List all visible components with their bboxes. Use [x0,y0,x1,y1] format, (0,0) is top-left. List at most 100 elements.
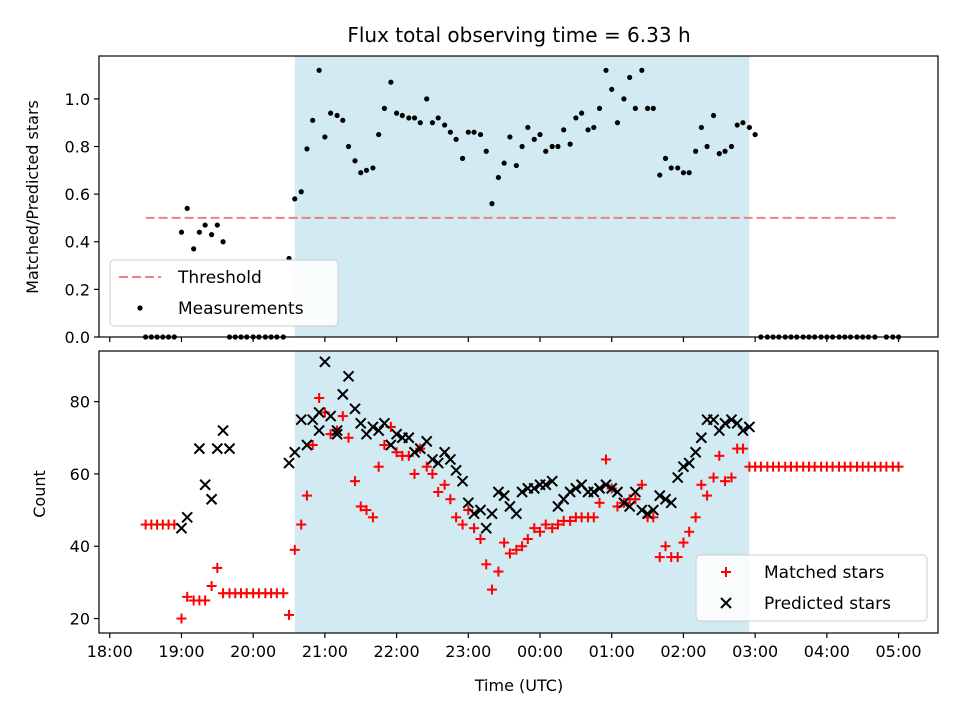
data-point [684,526,695,537]
data-point [564,486,576,498]
data-point [316,67,322,73]
data-point [537,131,543,138]
data-point [675,165,681,171]
data-point [214,222,220,228]
data-point [591,124,597,131]
data-point [693,148,699,154]
data-point [893,461,904,472]
x-axis-label: Time (UTC) [474,676,563,695]
data-point [307,440,318,450]
data-point [421,435,433,448]
data-point [603,67,609,73]
legend: Threshold Measurements [109,259,339,327]
legend-label: Predicted stars [764,594,891,614]
data-point [493,566,504,577]
data-point [483,148,489,154]
data-point [546,475,558,487]
y-tick-label: 20 [70,610,90,629]
data-point [683,457,695,469]
data-point [704,143,710,150]
data-point [205,493,218,505]
data-point [373,461,384,472]
data-point [283,457,295,469]
data-point [208,232,215,238]
data-point [516,486,528,498]
data-point [552,519,563,530]
data-point [528,482,540,495]
legend-box [109,259,339,327]
data-point [220,239,226,245]
y-tick-label: 0.6 [65,185,90,204]
data-point [535,526,546,537]
data-point [442,122,448,128]
data-point [623,500,636,513]
axes-frame [98,350,939,634]
legend-label: Matched stars [764,563,884,583]
data-point [593,482,606,495]
data-point [427,468,438,479]
data-point [403,432,415,444]
data-point [713,424,725,437]
data-point [340,117,346,123]
x-tick-label: 02:00 [660,642,706,661]
x-tick-label: 22:00 [374,642,420,661]
data-point [501,160,507,166]
data-point [289,446,301,458]
y-tick-label: 1.0 [65,90,90,109]
data-point [292,196,298,202]
data-point [510,507,523,520]
axes-frame [98,55,939,338]
data-point [480,522,492,534]
y-tick-label: 80 [70,393,90,412]
x-tick-label: 18:00 [87,642,133,661]
data-point [465,129,471,135]
data-point [579,110,585,116]
data-point [399,112,405,119]
data-point [406,115,412,121]
data-point [363,167,370,173]
data-point [639,67,645,73]
data-point [322,134,328,140]
data-point [707,413,720,426]
data-point [540,479,552,491]
data-point [350,476,361,487]
data-point [477,131,484,138]
data-point [585,127,591,133]
data-point [513,162,519,169]
data-point [426,453,439,466]
data-point [310,117,316,123]
data-point [289,544,300,555]
data-point [462,497,475,509]
data-point [370,165,376,171]
data-point [388,79,394,85]
x-tick-label: 00:00 [517,642,563,661]
data-point [432,457,444,469]
data-point [665,497,677,509]
data-point [475,534,486,544]
data-point [531,136,537,142]
data-point [678,537,689,548]
data-point [393,110,400,116]
data-point [337,388,349,401]
data-point [324,410,337,422]
data-point [498,489,510,502]
data-point [606,482,618,495]
data-point [175,522,188,534]
data-point [298,189,304,195]
legend-label: Threshold [177,268,262,288]
y-tick-label: 0.4 [65,233,90,252]
data-point [600,479,612,491]
data-point [379,440,390,450]
data-point [447,129,453,135]
data-point [644,105,651,111]
data-point [657,172,663,178]
data-point [710,112,717,119]
data-point [429,120,436,126]
data-point [647,504,660,516]
top-y-axis-label: Matched/Predicted stars [23,100,42,294]
y-tick-label: 0.0 [65,328,90,347]
data-point [355,417,367,430]
data-point [609,86,615,92]
observing-window [294,56,750,337]
data-point [435,115,441,121]
